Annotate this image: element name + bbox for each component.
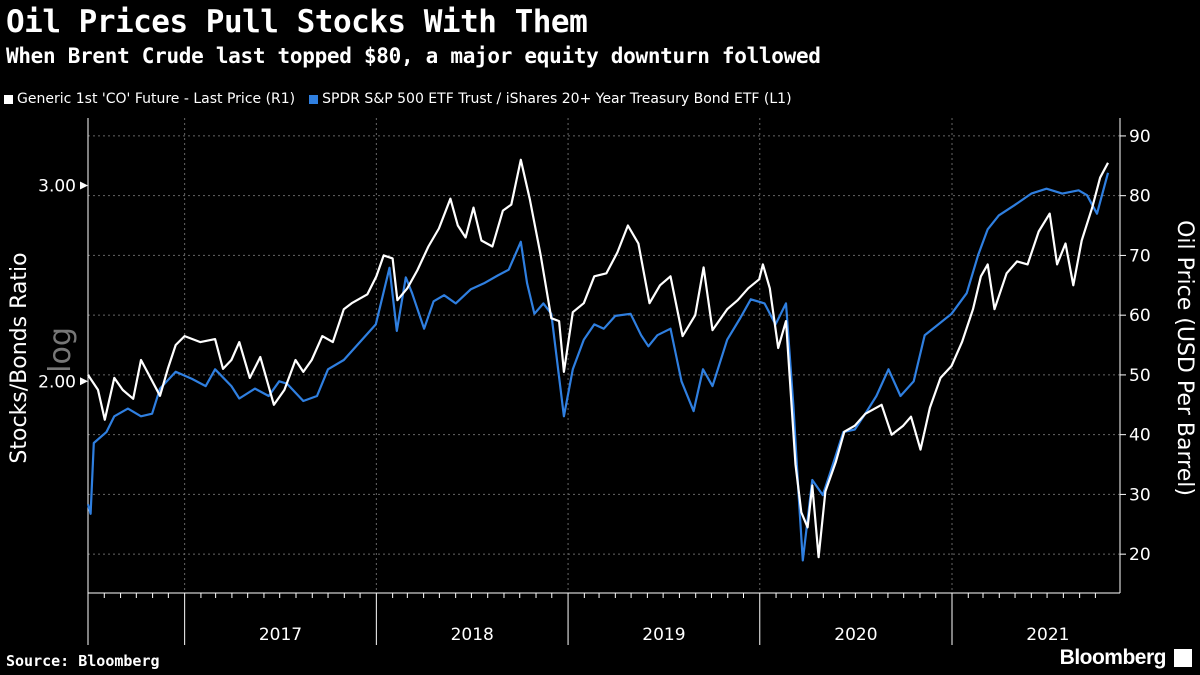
legend-label-oil: Generic 1st 'CO' Future - Last Price (R1… xyxy=(17,91,296,107)
right-axis-title: Oil Price (USD Per Barrel) xyxy=(1172,220,1197,496)
grid-lines xyxy=(88,118,1120,593)
x-tick-label: 2017 xyxy=(259,625,302,645)
right-tick-label: 30 xyxy=(1129,485,1151,505)
legend-swatch-oil xyxy=(4,94,13,104)
legend-swatch-ratio xyxy=(309,94,319,104)
x-tick-label: 2020 xyxy=(834,625,877,645)
right-tick-label: 90 xyxy=(1129,127,1151,147)
x-tick-label: 2018 xyxy=(451,625,494,645)
right-y-axis: 20 30 40 50 60 70 80 90 xyxy=(1120,127,1151,565)
oil-price-line xyxy=(87,158,1109,559)
x-tick-label: 2019 xyxy=(642,625,685,645)
right-tick-label: 50 xyxy=(1129,366,1151,386)
legend-label-ratio: SPDR S&P 500 ETF Trust / iShares 20+ Yea… xyxy=(322,91,792,107)
right-tick-label: 40 xyxy=(1129,426,1151,446)
left-tick-label: 3.00 xyxy=(38,176,76,196)
chart-title: Oil Prices Pull Stocks With Them xyxy=(6,4,588,40)
legend-item-ratio: SPDR S&P 500 ETF Trust / iShares 20+ Yea… xyxy=(309,91,792,107)
x-axis: 2017 2018 2019 2020 2021 xyxy=(103,593,1096,645)
right-tick-label: 70 xyxy=(1129,246,1151,266)
right-tick-label: 80 xyxy=(1129,187,1151,207)
left-tick-marker xyxy=(80,181,88,190)
legend-item-oil: Generic 1st 'CO' Future - Last Price (R1… xyxy=(4,91,295,107)
x-tick-label: 2021 xyxy=(1026,625,1069,645)
stocks-bonds-ratio-line xyxy=(86,172,1110,562)
right-tick-label: 20 xyxy=(1129,545,1151,565)
legend: Generic 1st 'CO' Future - Last Price (R1… xyxy=(4,91,792,107)
bloomberg-logo: Bloomberg xyxy=(1059,646,1167,669)
left-tick-label: 2.00 xyxy=(38,372,76,392)
left-y-axis: 2.00 3.00 xyxy=(38,176,88,392)
chart-subtitle: When Brent Crude last topped $80, a majo… xyxy=(6,44,821,68)
left-tick-marker xyxy=(80,377,88,386)
bloomberg-logo-icon xyxy=(1174,649,1192,667)
series-lines xyxy=(86,158,1110,562)
left-axis-scale-label: log xyxy=(43,327,78,373)
plot-frame xyxy=(87,118,1121,645)
right-tick-label: 60 xyxy=(1129,306,1151,326)
left-axis-title: Stocks/Bonds Ratio xyxy=(7,252,32,463)
source-note: Source: Bloomberg xyxy=(6,652,160,670)
